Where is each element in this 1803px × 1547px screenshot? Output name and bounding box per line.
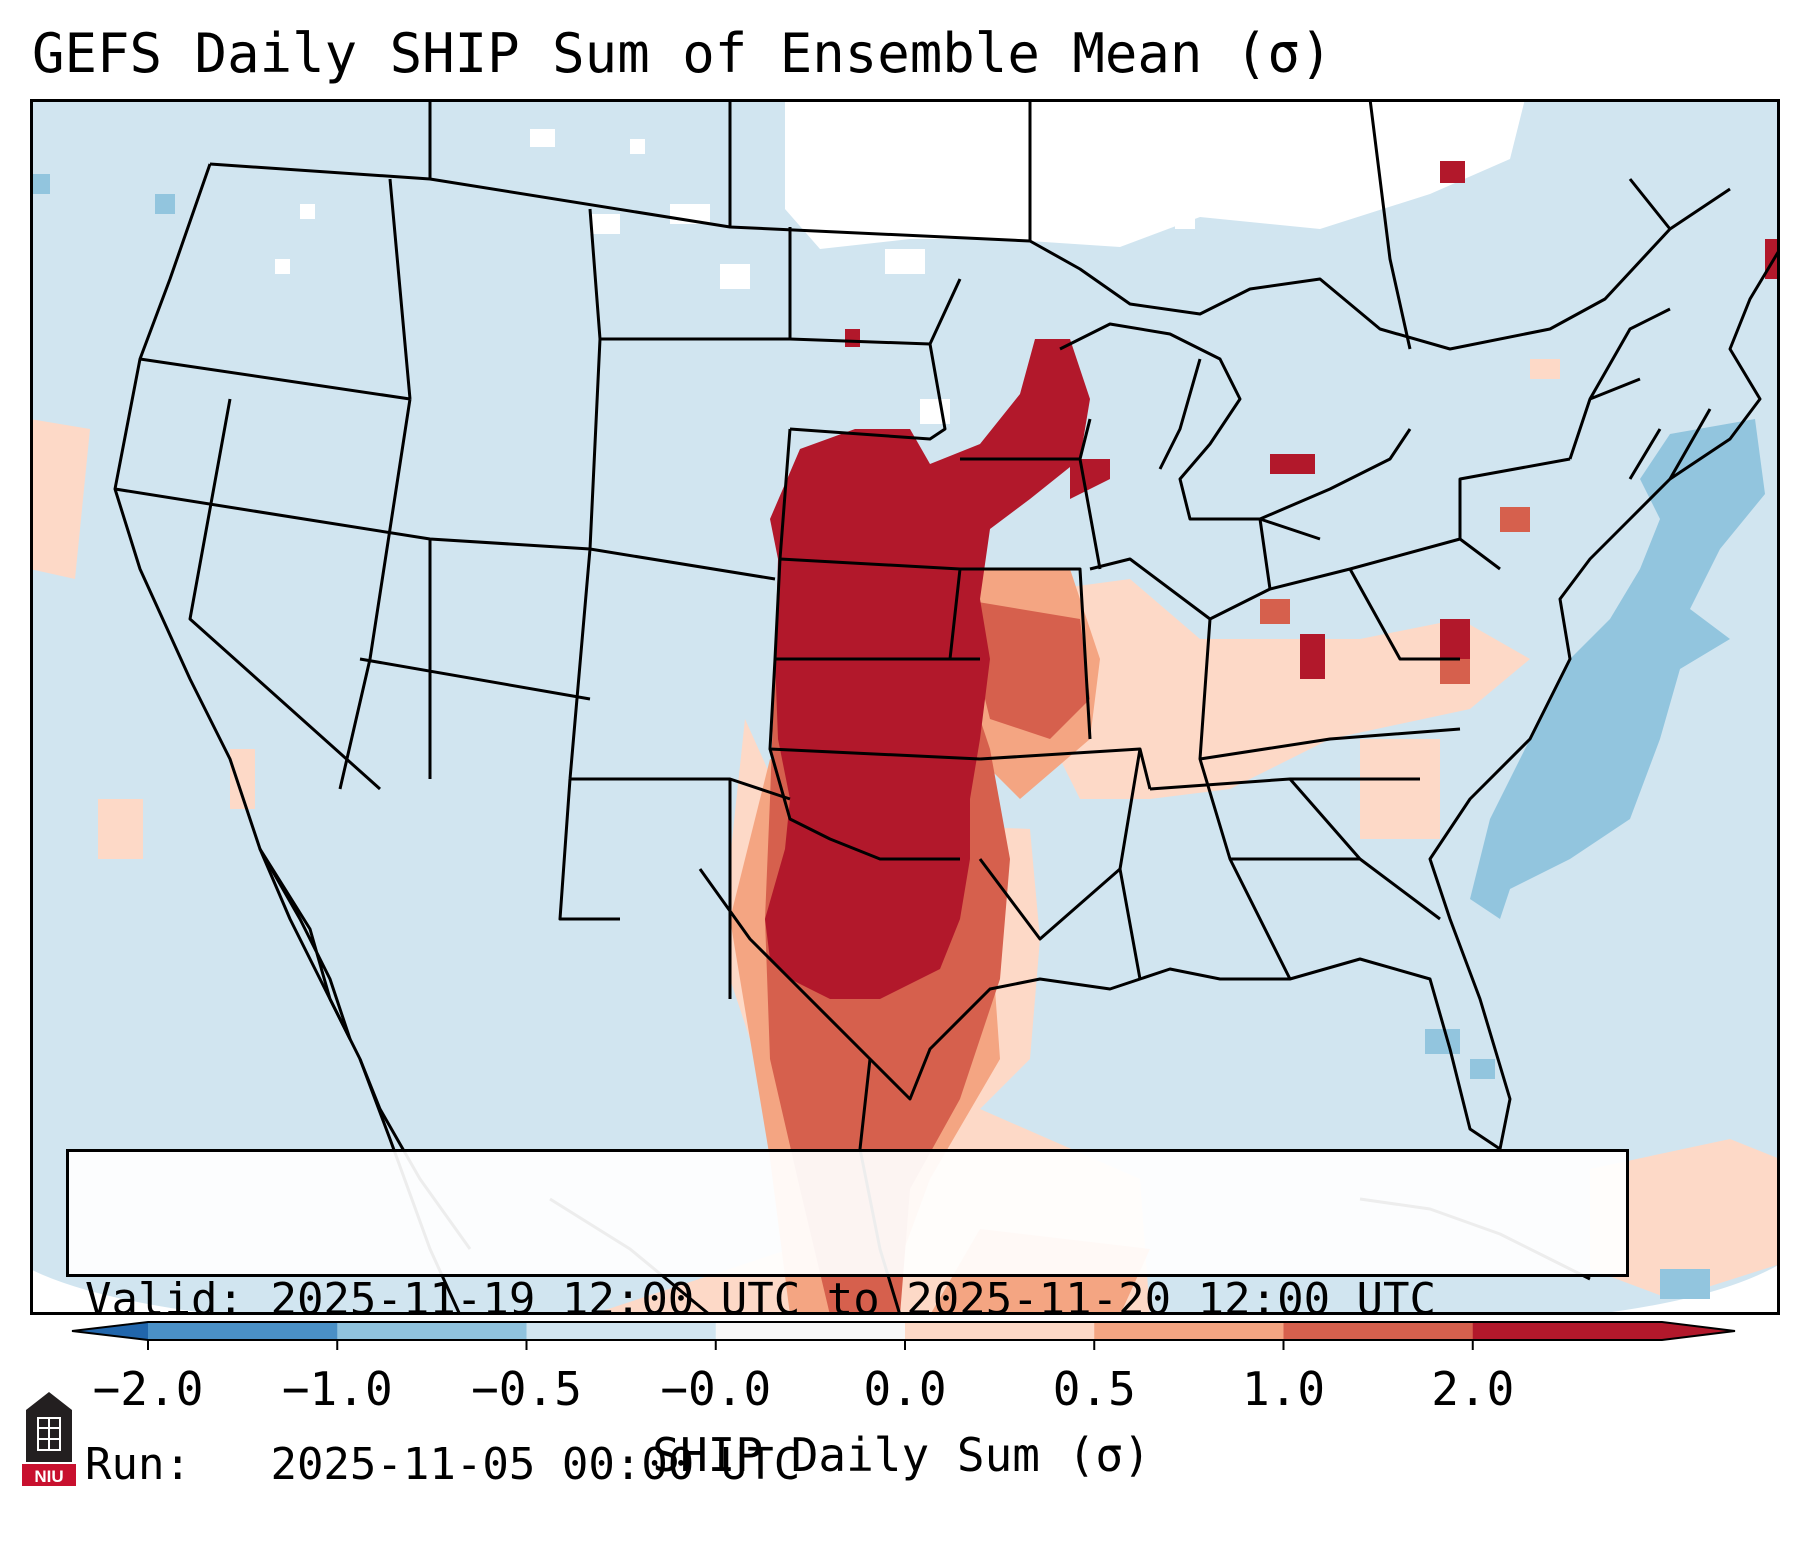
atlantic-coast xyxy=(1428,248,1780,1150)
projection-edge-bottom-left xyxy=(30,1269,220,1315)
run-value: 2025-11-05 00:00 UTC xyxy=(270,1439,801,1490)
colorbar-segment xyxy=(1094,1322,1284,1340)
run-label: Run: xyxy=(85,1439,191,1490)
anomaly-field-extreme xyxy=(765,161,1780,999)
west-states xyxy=(114,357,592,791)
colorbar xyxy=(71,1321,1736,1350)
colorbar-segment xyxy=(526,1322,717,1340)
colorbar-tick-label: 2.0 xyxy=(1431,1362,1515,1416)
colorbar-tick-label: 0.5 xyxy=(1052,1362,1136,1416)
colorbar-tick-label: −1.0 xyxy=(281,1362,393,1416)
baja xyxy=(258,847,352,1041)
boundaries xyxy=(113,99,1780,1315)
colorbar-tick-label: −2.0 xyxy=(92,1362,204,1416)
colorbar-segment xyxy=(1472,1322,1663,1340)
south-states xyxy=(978,457,1571,941)
valid-label: Valid: xyxy=(85,1274,244,1325)
colorbar-segment xyxy=(1283,1322,1474,1340)
colorbar-tick-label: −0.5 xyxy=(471,1362,582,1416)
logo-badge xyxy=(22,1464,76,1486)
colorbar-segment xyxy=(337,1322,527,1340)
map-panel xyxy=(30,99,1780,1315)
projection-edge-bottom-right xyxy=(1590,1264,1780,1315)
plains-states xyxy=(768,278,981,861)
midwest-states xyxy=(960,418,1292,980)
canada-provinces xyxy=(428,99,1672,350)
logo-window-grid xyxy=(38,1418,60,1450)
valid-value: 2025-11-19 12:00 UTC to 2025-11-20 12:00… xyxy=(270,1274,1437,1325)
colorbar-tick-label: 0.0 xyxy=(863,1362,947,1416)
colorbar-tick-label: −0.0 xyxy=(660,1362,772,1416)
run-row: Run: 2025-11-05 00:00 UTC xyxy=(85,1437,1626,1492)
colorbar-tick-label: 1.0 xyxy=(1241,1362,1326,1416)
us-canada-border xyxy=(209,162,1731,351)
valid-row: Valid: 2025-11-19 12:00 UTC to 2025-11-2… xyxy=(85,1272,1626,1327)
logo-text: NIU xyxy=(34,1467,63,1486)
mountain-states xyxy=(388,178,792,999)
chart-title: GEFS Daily SHIP Sum of Ensemble Mean (σ) xyxy=(32,22,1333,85)
colorbar-extend-low xyxy=(72,1322,148,1340)
valid-run-infobox: Valid: 2025-11-19 12:00 UTC to 2025-11-2… xyxy=(66,1149,1629,1490)
anomaly-field-negative xyxy=(30,174,1765,1299)
colorbar-extend-high xyxy=(1662,1322,1735,1340)
colorbar-segment xyxy=(148,1322,338,1340)
map-frame xyxy=(30,99,1780,1315)
colorbar-segment xyxy=(715,1322,906,1340)
colorbar-segment xyxy=(905,1322,1095,1340)
niu-logo-icon: NIU xyxy=(22,1392,76,1486)
great-lakes xyxy=(1059,322,1412,541)
colorbar-label: SHIP Daily Sum (σ) xyxy=(652,1428,1151,1482)
gulf-coast xyxy=(698,868,1501,1151)
northeast-states xyxy=(1568,307,1712,480)
pacific-coast xyxy=(113,163,462,1315)
